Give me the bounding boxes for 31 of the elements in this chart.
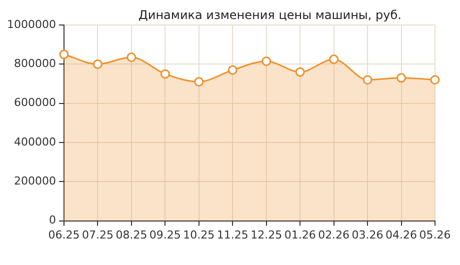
x-tick-label: 10.25 (183, 228, 215, 242)
x-tick-label: 09.25 (149, 228, 181, 242)
x-tick-label: 04.26 (386, 228, 418, 242)
point (396, 73, 406, 83)
point (160, 69, 170, 79)
point (295, 67, 305, 77)
x-tick-label: 02.26 (318, 228, 350, 242)
point (329, 54, 339, 64)
point (362, 75, 372, 85)
point (59, 50, 69, 60)
x-tick-label: 11.25 (216, 228, 248, 242)
y-tick-label: 600000 (14, 96, 56, 110)
chart-title: Динамика изменения цены машины, руб. (138, 8, 402, 22)
x-tick-label: 03.26 (352, 228, 384, 242)
x-tick-label: 07.25 (82, 228, 114, 242)
y-tick-label: 400000 (14, 135, 56, 148)
y-tick-label: 800000 (14, 57, 56, 70)
x-tick-label: 06.25 (48, 228, 80, 242)
point (228, 65, 238, 75)
x-tick-label: 08.25 (116, 228, 148, 242)
point (262, 56, 272, 66)
point (194, 77, 204, 87)
y-tick-label: 200000 (14, 174, 56, 188)
point (92, 59, 102, 69)
x-tick-label: 12.25 (250, 228, 282, 242)
y-tick-label: 1000000 (6, 18, 56, 31)
point (126, 52, 136, 62)
x-tick-label: 05.26 (419, 228, 451, 242)
x-tick-label: 01.26 (284, 228, 316, 242)
point (430, 75, 440, 85)
y-tick-label: 0 (48, 214, 56, 227)
